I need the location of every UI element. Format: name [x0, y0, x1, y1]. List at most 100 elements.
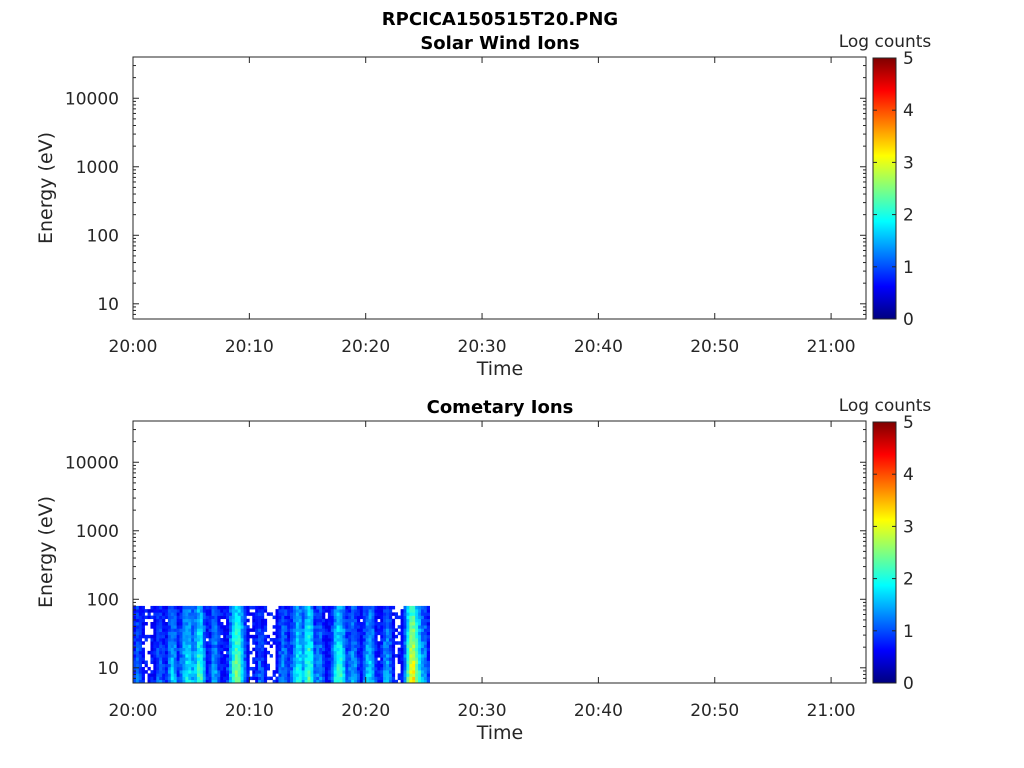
heatmap-cell	[290, 676, 294, 681]
heatmap-cell	[202, 628, 207, 632]
heatmap-cell	[371, 621, 375, 626]
heatmap-cell	[240, 625, 244, 629]
heatmap-cell	[205, 650, 209, 655]
heatmap-cell	[426, 641, 430, 645]
heatmap-cell	[179, 654, 183, 658]
heatmap-cell	[423, 609, 428, 613]
heatmap-cell	[319, 654, 323, 658]
heatmap-cell	[173, 631, 177, 636]
heatmap-cell	[322, 618, 326, 623]
heatmap-cell	[135, 621, 140, 626]
heatmap-cell	[316, 644, 320, 648]
heatmap-cell	[196, 644, 201, 648]
heatmap-cell	[133, 641, 137, 645]
heatmap-cell	[307, 615, 311, 620]
colorbar-tick-label: 4	[903, 465, 914, 485]
heatmap-cell	[354, 654, 358, 658]
heatmap-cell	[342, 609, 346, 613]
heatmap-cell	[191, 634, 195, 639]
heatmap-cell	[295, 676, 300, 681]
heatmap-cell	[415, 647, 419, 652]
heatmap-cell	[185, 679, 189, 684]
heatmap-cell	[196, 673, 201, 677]
heatmap-cell	[377, 670, 381, 674]
heatmap-cell	[133, 618, 137, 623]
heatmap-cell	[295, 670, 300, 674]
heatmap-cell	[371, 605, 375, 610]
heatmap-cell	[388, 679, 393, 684]
heatmap-cell	[348, 657, 352, 661]
heatmap-cell	[228, 628, 233, 632]
heatmap-cell	[278, 647, 282, 652]
heatmap-cell	[348, 625, 352, 629]
heatmap-cell	[258, 634, 262, 639]
heatmap-cell	[388, 609, 393, 613]
heatmap-cell	[316, 670, 320, 674]
heatmap-cell	[243, 628, 247, 632]
heatmap-cell	[228, 654, 233, 658]
heatmap-cell	[292, 638, 297, 642]
heatmap-cell	[179, 676, 183, 681]
heatmap-cell	[272, 679, 276, 684]
heatmap-cell	[394, 634, 398, 639]
heatmap-cell	[252, 638, 256, 642]
heatmap-cell	[258, 618, 262, 623]
heatmap-cell	[173, 638, 177, 642]
heatmap-cell	[426, 657, 430, 661]
heatmap-cell	[415, 609, 419, 613]
heatmap-cell	[371, 618, 375, 623]
heatmap-cell	[298, 663, 303, 668]
heatmap-cell	[420, 634, 425, 639]
heatmap-cell	[263, 609, 268, 613]
heatmap-cell	[287, 660, 291, 665]
heatmap-cell	[176, 650, 180, 655]
heatmap-cell	[185, 641, 189, 645]
heatmap-cell	[348, 621, 352, 626]
heatmap-cell	[342, 631, 346, 636]
heatmap-cell	[351, 660, 355, 665]
heatmap-cell	[383, 618, 387, 623]
heatmap-cell	[290, 609, 294, 613]
heatmap-cell	[298, 638, 303, 642]
colorbar-tick-label: 2	[903, 206, 914, 226]
heatmap-cell	[400, 647, 404, 652]
heatmap-cell	[246, 670, 250, 674]
heatmap-cell	[141, 666, 145, 671]
heatmap-cell	[176, 618, 180, 623]
heatmap-cell	[391, 625, 396, 629]
heatmap-cell	[165, 650, 169, 655]
heatmap-cell	[307, 657, 311, 661]
heatmap-cell	[351, 641, 355, 645]
x-tick-label: 20:50	[690, 701, 739, 721]
heatmap-cell	[362, 605, 366, 610]
heatmap-cell	[162, 638, 166, 642]
heatmap-cell	[319, 663, 323, 668]
heatmap-cell	[383, 631, 387, 636]
heatmap-cell	[327, 679, 332, 684]
heatmap-cell	[304, 679, 308, 684]
heatmap-cell	[214, 657, 218, 661]
heatmap-cell	[304, 666, 308, 671]
heatmap-cell	[415, 605, 419, 610]
heatmap-cell	[426, 670, 430, 674]
heatmap-cell	[368, 654, 372, 658]
heatmap-cell	[188, 631, 192, 636]
heatmap-cell	[208, 650, 212, 655]
heatmap-cell	[380, 644, 384, 648]
heatmap-cell	[176, 615, 180, 620]
heatmap-cell	[356, 673, 361, 677]
heatmap-cell	[290, 666, 294, 671]
heatmap-cell	[359, 670, 364, 674]
heatmap-cell	[351, 663, 355, 668]
heatmap-cell	[167, 612, 172, 616]
heatmap-cell	[383, 615, 387, 620]
heatmap-cell	[327, 654, 332, 658]
heatmap-cell	[400, 631, 404, 636]
heatmap-cell	[156, 641, 160, 645]
heatmap-cell	[269, 676, 273, 681]
heatmap-cell	[199, 609, 204, 613]
heatmap-cell	[292, 676, 297, 681]
heatmap-cell	[223, 647, 227, 652]
heatmap-cell	[228, 673, 233, 677]
heatmap-cell	[333, 673, 337, 677]
